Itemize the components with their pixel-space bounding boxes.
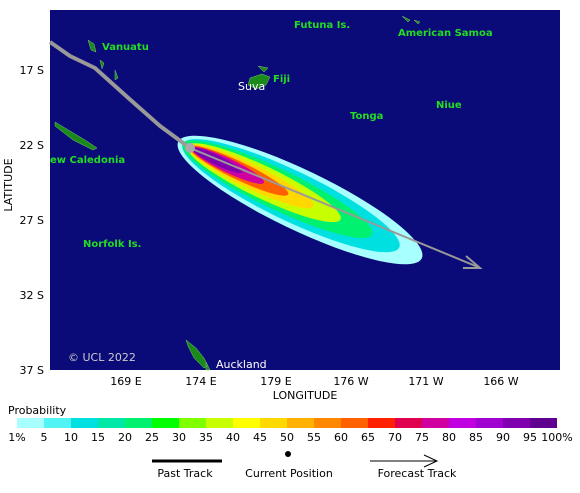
forecast-arrow [463,255,483,269]
colorbar-label: 30 [172,431,186,444]
y-tick-label: 32 S [20,289,44,302]
colorbar-label: 55 [307,431,321,444]
colorbar-label: 85 [469,431,483,444]
current-position [185,143,195,153]
colorbar-title: Probability [8,404,67,417]
colorbar-cell [503,418,530,428]
place-label: Niue [436,100,462,111]
colorbar-cell [476,418,503,428]
colorbar-label: 70 [388,431,402,444]
colorbar-label: 95 [523,431,537,444]
y-tick-label: 17 S [20,64,44,77]
place-label: Futuna Is. [294,20,350,31]
colorbar-cell [233,418,260,428]
colorbar-cell [152,418,179,428]
place-label: ew Caledonia [50,155,125,166]
y-axis-label: LATITUDE [2,158,15,211]
colorbar-cell [530,418,557,428]
colorbar-cell [395,418,422,428]
colorbar-cell [179,418,206,428]
colorbar-cell [449,418,476,428]
place-label: American Samoa [398,28,493,39]
colorbar-label: 15 [91,431,105,444]
y-tick-label: 27 S [20,214,44,227]
colorbar-label: 65 [361,431,375,444]
colorbar-label: 60 [334,431,348,444]
legend-forecast-arrow [423,454,439,468]
colorbar-label: 1% [8,431,25,444]
x-tick-label: 179 E [260,375,291,388]
place-label: Auckland [216,358,267,371]
place-label: Vanuatu [102,42,149,53]
copyright: © UCL 2022 [68,351,136,364]
colorbar-label: 20 [118,431,132,444]
colorbar-cell [341,418,368,428]
colorbar-label: 45 [253,431,267,444]
colorbar-label: 100% [541,431,572,444]
place-label: Tonga [350,111,383,122]
colorbar-cell [368,418,395,428]
x-tick-label: 171 W [408,375,443,388]
colorbar-label: 40 [226,431,240,444]
legend-past-label: Past Track [157,467,213,480]
place-label: Norfolk Is. [83,239,141,250]
colorbar-label: 75 [415,431,429,444]
place-label: Fiji [273,74,290,85]
past-track [48,40,192,150]
legend-current-label: Current Position [245,467,333,480]
colorbar-label: 35 [199,431,213,444]
colorbar-label: 5 [41,431,48,444]
colorbar-cell [206,418,233,428]
forecast-track [189,147,479,268]
colorbar-cell [17,418,44,428]
x-tick-label: 176 W [333,375,368,388]
colorbar-cell [314,418,341,428]
colorbar-label: 90 [496,431,510,444]
colorbar-cell [71,418,98,428]
colorbar-cell [287,418,314,428]
colorbar-label: 25 [145,431,159,444]
y-tick-label: 22 S [20,139,44,152]
x-tick-label: 166 W [483,375,518,388]
x-tick-label: 169 E [110,375,141,388]
x-axis-label: LONGITUDE [273,389,338,402]
islands [54,15,421,371]
colorbar-cell [260,418,287,428]
colorbar-cell [125,418,152,428]
colorbar-label: 80 [442,431,456,444]
y-tick-label: 37 S [20,364,44,377]
colorbar-cell [44,418,71,428]
place-label: Suva [238,80,265,93]
colorbar-cell [422,418,449,428]
legend-forecast-label: Forecast Track [378,467,457,480]
legend-current [285,451,291,457]
x-tick-label: 174 E [185,375,216,388]
colorbar-label: 10 [64,431,78,444]
colorbar-cell [98,418,125,428]
colorbar-label: 50 [280,431,294,444]
